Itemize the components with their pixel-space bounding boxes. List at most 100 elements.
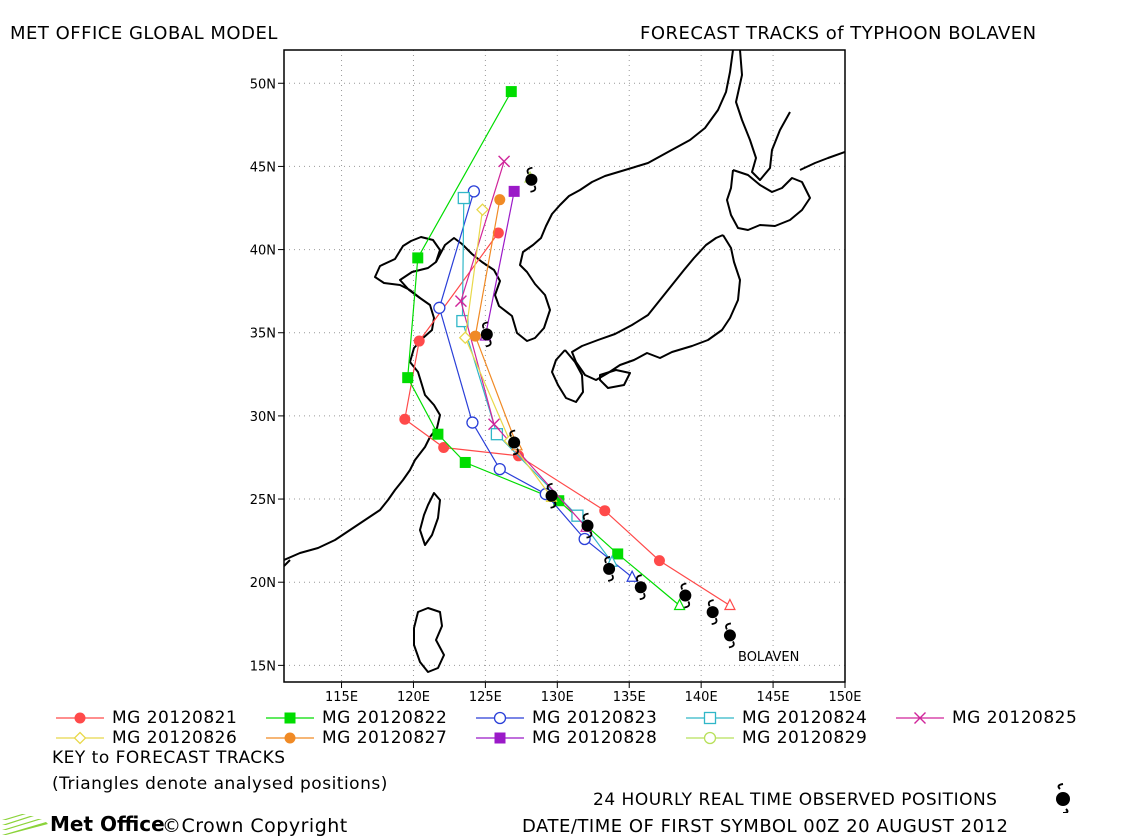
lat-tick-label: 20N (250, 576, 276, 591)
track-point (284, 712, 296, 724)
legend-swatch-icon (56, 712, 104, 724)
storm-label: BOLAVEN (738, 650, 799, 665)
legend-label: MG 20120828 (532, 728, 658, 748)
lon-tick-label: 115E (325, 690, 358, 705)
lon-tick-label: 120E (397, 690, 430, 705)
analysed-position-triangle (673, 598, 686, 611)
lat-tick-label: 50N (250, 77, 276, 92)
legend-swatch-icon (56, 731, 104, 745)
track-point (571, 509, 584, 522)
typhoon-symbol (525, 166, 538, 193)
legend-label: MG 20120829 (742, 728, 868, 748)
track-point (488, 418, 501, 431)
track-line (404, 232, 731, 607)
lat-tick-label: 35N (250, 327, 276, 342)
typhoon-symbol (723, 622, 736, 649)
legend-label: MG 20120827 (322, 728, 448, 748)
lon-tick-label: 135E (613, 690, 646, 705)
lat-tick-label: 45N (250, 160, 276, 175)
copyright: ©Crown Copyright (162, 815, 348, 837)
key-note: (Triangles denote analysed positions) (52, 774, 388, 794)
track-point (493, 711, 507, 725)
track-line (464, 209, 553, 498)
lon-tick-label: 125E (469, 690, 502, 705)
track-point (498, 155, 511, 168)
legend-swatch-icon (686, 731, 734, 745)
legend-label: MG 20120825 (952, 708, 1078, 728)
track-point (438, 441, 450, 453)
typhoon-symbol (634, 574, 647, 601)
coastlines (284, 50, 845, 673)
track-point (466, 416, 479, 429)
track-point (553, 495, 565, 507)
right-title: FORECAST TRACKS of TYPHOON BOLAVEN (640, 23, 1037, 44)
track-point (476, 203, 489, 217)
analysed-position-triangle (723, 598, 736, 611)
legend-swatch-icon (686, 711, 734, 725)
observed-positions (480, 166, 736, 649)
track-point (454, 295, 467, 308)
track-point (494, 194, 506, 206)
track-point (412, 252, 424, 264)
legend-label: MG 20120821 (112, 708, 238, 728)
track-line (460, 161, 587, 528)
track-line (461, 197, 613, 563)
forecast-track (454, 155, 593, 532)
lat-tick-label: 15N (250, 659, 276, 674)
legend-swatch-icon (896, 712, 944, 724)
track-point (599, 505, 611, 517)
track-point (402, 372, 414, 384)
track-point (505, 86, 517, 98)
key-title: KEY to FORECAST TRACKS (52, 748, 286, 768)
lat-lon-grid (284, 50, 846, 682)
forecast-track (399, 227, 736, 611)
track-point (914, 712, 926, 724)
lat-tick-label: 30N (250, 410, 276, 425)
typhoon-symbol (603, 556, 616, 582)
typhoon-symbol (545, 482, 558, 509)
typhoon-symbol (508, 429, 521, 456)
legend-label: MG 20120826 (112, 728, 238, 748)
track-point (399, 413, 411, 425)
typhoon-symbol (679, 582, 692, 609)
first-symbol-datetime: DATE/TIME OF FIRST SYMBOL 00Z 20 AUGUST … (522, 816, 1009, 837)
typhoon-symbol (480, 321, 493, 348)
typhoon-symbol-icon (1056, 783, 1070, 813)
typhoon-symbol (706, 599, 719, 626)
track-point (73, 731, 87, 745)
left-title: MET OFFICE GLOBAL MODEL (10, 23, 278, 44)
track-point (653, 555, 665, 567)
legend-label: MG 20120822 (322, 708, 448, 728)
track-line (407, 91, 680, 606)
lat-tick-label: 40N (250, 244, 276, 259)
track-point (284, 732, 296, 744)
track-point (508, 185, 520, 197)
legend-swatch-icon (476, 732, 524, 744)
analysed-position-triangle (626, 569, 639, 582)
met-office-logo-text: Met Office (50, 812, 165, 836)
track-point (490, 428, 504, 441)
track-line (484, 191, 515, 337)
track-point (703, 711, 717, 725)
lon-tick-label: 150E (828, 690, 861, 705)
track-point (578, 532, 591, 546)
legend-label: MG 20120824 (742, 708, 868, 728)
track-point (493, 462, 506, 476)
track-point (494, 732, 506, 744)
track-point (433, 301, 446, 314)
plot-frame (283, 49, 846, 683)
axis-ticks: 115E 120E 125E 130E 135E 140E 145E 150E 15N 20N 25… (250, 77, 862, 705)
legend-swatch-icon (476, 711, 524, 725)
legend-label: MG 20120823 (532, 708, 658, 728)
track-point (457, 191, 470, 205)
track-point (432, 428, 444, 440)
forecast-track (402, 86, 686, 611)
lon-tick-label: 140E (685, 690, 718, 705)
legend-swatch-icon (266, 732, 314, 744)
track-point (74, 712, 86, 724)
track-point (459, 456, 471, 468)
track-point (467, 185, 481, 198)
typhoon-symbol (581, 512, 594, 539)
lon-tick-label: 130E (541, 690, 574, 705)
